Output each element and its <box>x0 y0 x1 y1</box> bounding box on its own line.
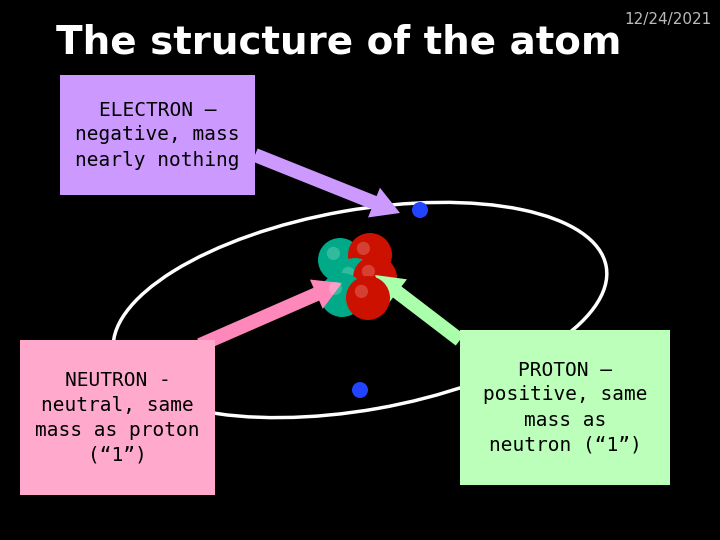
Text: 12/24/2021: 12/24/2021 <box>625 12 712 27</box>
Circle shape <box>412 202 428 218</box>
Circle shape <box>342 267 355 280</box>
Circle shape <box>355 285 368 298</box>
FancyBboxPatch shape <box>60 75 255 195</box>
FancyArrow shape <box>375 275 464 346</box>
Circle shape <box>361 265 375 278</box>
Circle shape <box>329 282 342 295</box>
Circle shape <box>346 276 390 320</box>
Circle shape <box>327 247 340 260</box>
Circle shape <box>320 273 364 317</box>
Circle shape <box>352 382 368 398</box>
Circle shape <box>318 238 362 282</box>
FancyBboxPatch shape <box>20 340 215 495</box>
FancyBboxPatch shape <box>460 330 670 485</box>
Circle shape <box>353 256 397 300</box>
Text: PROTON –
positive, same
mass as
neutron (“1”): PROTON – positive, same mass as neutron … <box>482 361 647 455</box>
Text: ELECTRON –
negative, mass
nearly nothing: ELECTRON – negative, mass nearly nothing <box>76 100 240 170</box>
Text: The structure of the atom: The structure of the atom <box>55 23 621 61</box>
Circle shape <box>357 242 370 255</box>
Circle shape <box>333 258 377 302</box>
FancyArrow shape <box>197 280 342 352</box>
Circle shape <box>348 233 392 277</box>
FancyArrow shape <box>253 148 400 218</box>
Text: NEUTRON -
neutral, same
mass as proton
(“1”): NEUTRON - neutral, same mass as proton (… <box>35 370 199 464</box>
